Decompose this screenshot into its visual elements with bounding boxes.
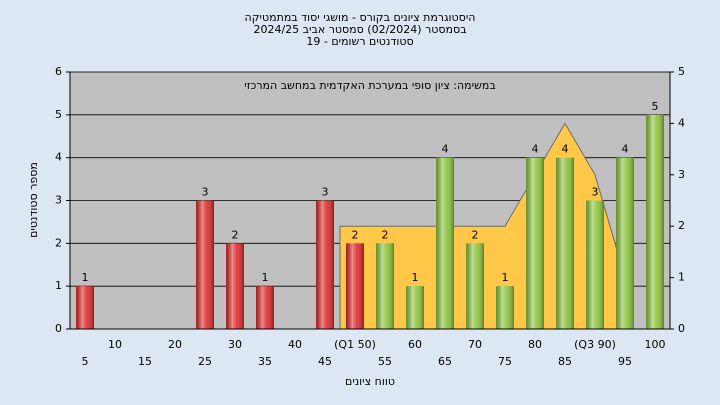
x-tick-label: (Q3 90) [574, 338, 616, 351]
y-tick-label: 4 [55, 151, 62, 164]
x-tick-label: 75 [498, 355, 512, 368]
x-tick-label: (Q1 50) [334, 338, 376, 351]
bar-shine [196, 200, 214, 329]
chart-subtitle: בסמסטר (02/2024) סמסטר אביב 2024/25 [253, 23, 466, 36]
bar-shine [556, 157, 574, 329]
x-tick-label: 80 [528, 338, 542, 351]
x-tick-label: 5 [82, 355, 89, 368]
y2-tick-label: 5 [678, 65, 685, 78]
y-tick-label: 2 [55, 236, 62, 249]
x-tick-label: 55 [378, 355, 392, 368]
value-label: 4 [442, 143, 449, 156]
bar-shine [346, 243, 364, 329]
x-tick-label: 10 [108, 338, 122, 351]
x-tick-label: 45 [318, 355, 332, 368]
x-axis-label: טווח ציונים [345, 375, 395, 388]
bar-shine [406, 286, 424, 329]
bar-shine [316, 200, 334, 329]
y2-tick-label: 1 [678, 271, 685, 284]
value-label: 2 [352, 228, 359, 241]
value-label: 2 [232, 228, 239, 241]
value-label: 1 [262, 271, 269, 284]
value-label: 3 [592, 186, 599, 199]
y2-tick-label: 2 [678, 219, 685, 232]
bar-shine [436, 157, 454, 329]
x-tick-label: 40 [288, 338, 302, 351]
value-label: 4 [532, 143, 539, 156]
x-tick-label: 35 [258, 355, 272, 368]
y-tick-label: 3 [55, 194, 62, 207]
bar-shine [526, 157, 544, 329]
x-tick-label: 95 [618, 355, 632, 368]
value-label: 3 [322, 186, 329, 199]
x-tick-label: 100 [645, 338, 666, 351]
y-tick-label: 0 [55, 322, 62, 335]
x-tick-label: 15 [138, 355, 152, 368]
y-tick-label: 1 [55, 279, 62, 292]
value-label: 4 [562, 143, 569, 156]
y-tick-label: 6 [55, 65, 62, 78]
value-label: 2 [382, 228, 389, 241]
value-label: 3 [202, 186, 209, 199]
x-tick-label: 70 [468, 338, 482, 351]
bar-shine [226, 243, 244, 329]
value-label: 5 [652, 100, 659, 113]
x-tick-label: 20 [168, 338, 182, 351]
value-label: 2 [472, 228, 479, 241]
value-label: 4 [622, 143, 629, 156]
bar-shine [76, 286, 94, 329]
annotation: במשימה: ציון סופי במערכת האקדמית במחשב ה… [244, 79, 495, 92]
x-tick-label: 60 [408, 338, 422, 351]
value-label: 1 [412, 271, 419, 284]
y-tick-label: 5 [55, 108, 62, 121]
x-tick-label: 30 [228, 338, 242, 351]
value-label: 1 [82, 271, 89, 284]
chart-title: היסטוגרמת ציונים בקורס - מושגי יסוד במתמ… [245, 11, 476, 24]
y-axis-label: מספר סטודנטים [27, 162, 40, 238]
y2-tick-label: 0 [678, 322, 685, 335]
bar-shine [256, 286, 274, 329]
y2-tick-label: 4 [678, 116, 685, 129]
x-tick-label: 85 [558, 355, 572, 368]
chart-subtitle: סטודנטים רשומים - 19 [306, 35, 413, 48]
bar-shine [376, 243, 394, 329]
bar-shine [496, 286, 514, 329]
x-tick-label: 65 [438, 355, 452, 368]
bar-shine [466, 243, 484, 329]
bar-shine [586, 200, 604, 329]
bar-shine [646, 114, 664, 329]
x-tick-label: 25 [198, 355, 212, 368]
bar-shine [616, 157, 634, 329]
value-label: 1 [502, 271, 509, 284]
y2-tick-label: 3 [678, 168, 685, 181]
